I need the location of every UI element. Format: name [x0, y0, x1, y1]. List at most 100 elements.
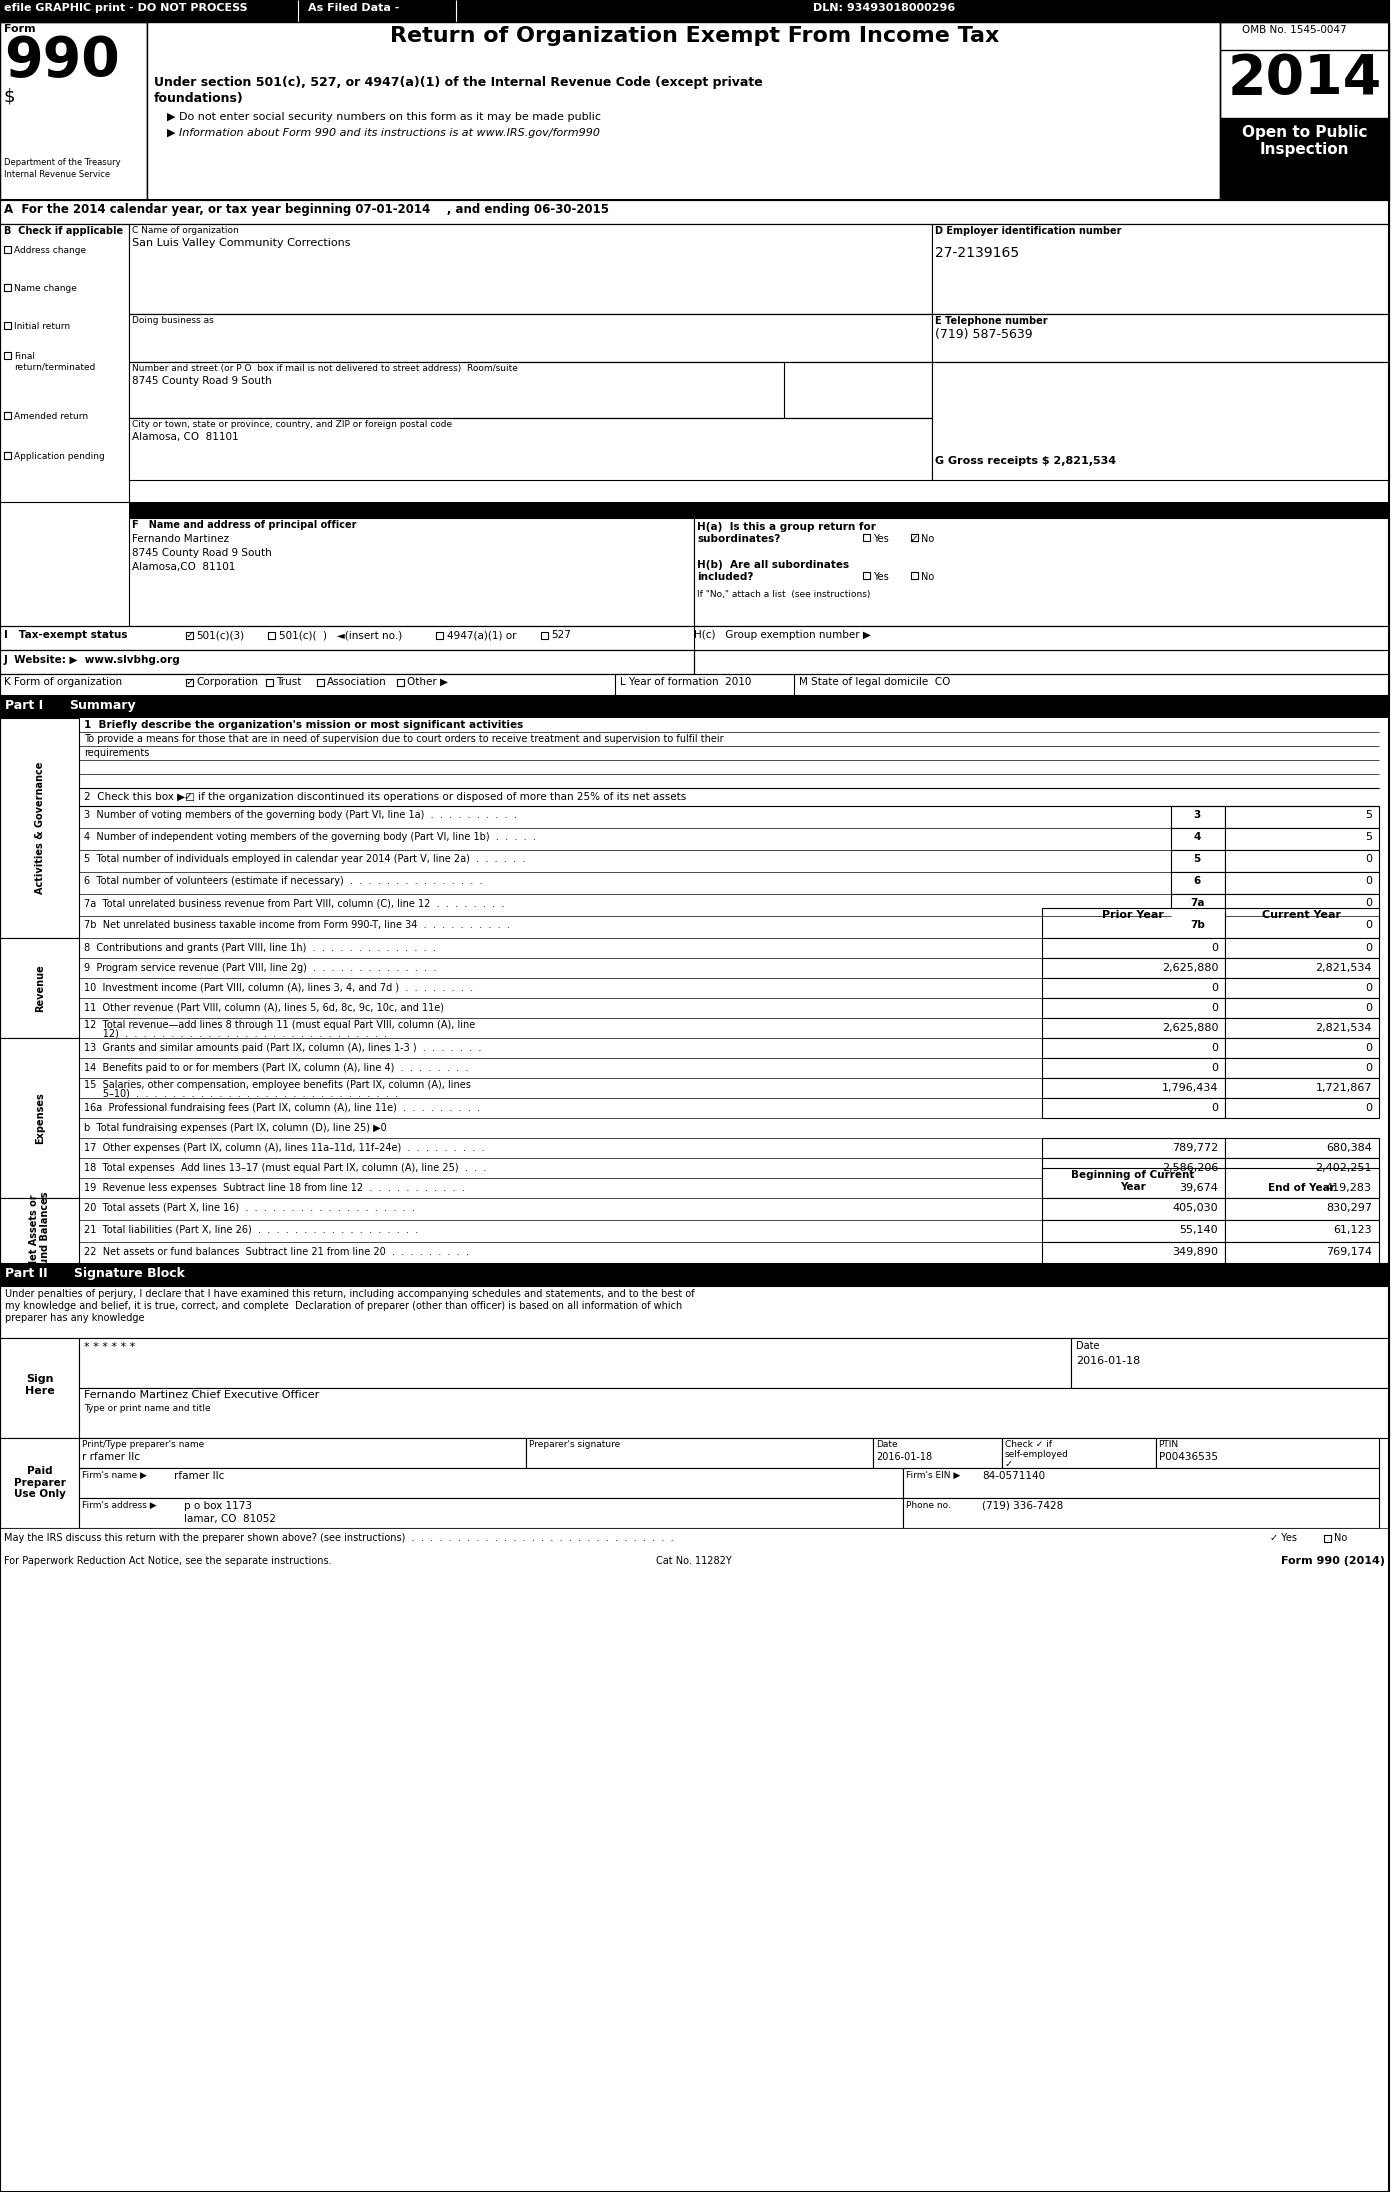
Text: For Paperwork Reduction Act Notice, see the separate instructions.: For Paperwork Reduction Act Notice, see …: [4, 1556, 332, 1565]
Text: 19  Revenue less expenses  Subtract line 18 from line 12  .  .  .  .  .  .  .  .: 19 Revenue less expenses Subtract line 1…: [84, 1184, 465, 1192]
Text: E Telephone number: E Telephone number: [935, 316, 1049, 327]
Text: 1  Briefly describe the organization's mission or most significant activities: 1 Briefly describe the organization's mi…: [84, 719, 524, 730]
Text: 6  Total number of volunteers (estimate if necessary)  .  .  .  .  .  .  .  .  .: 6 Total number of volunteers (estimate i…: [84, 877, 483, 886]
Bar: [129, 224, 932, 313]
Text: F   Name and address of principal officer: F Name and address of principal officer: [132, 520, 357, 530]
Text: foundations): foundations): [154, 92, 244, 105]
Text: P00436535: P00436535: [1159, 1451, 1218, 1462]
Text: 84-0571140: 84-0571140: [981, 1471, 1046, 1482]
Bar: [1042, 997, 1225, 1017]
Text: 55,140: 55,140: [1180, 1225, 1218, 1234]
Text: 2,821,534: 2,821,534: [1316, 1024, 1372, 1032]
Text: ✓: ✓: [1005, 1460, 1014, 1469]
Text: PTIN: PTIN: [1159, 1440, 1179, 1449]
Text: Net Assets or
Fund Balances: Net Assets or Fund Balances: [29, 1190, 50, 1271]
Text: 0: 0: [1211, 1063, 1218, 1074]
Bar: [0, 1199, 80, 1265]
Text: 18  Total expenses  Add lines 13–17 (must equal Part IX, column (A), line 25)  .: 18 Total expenses Add lines 13–17 (must …: [84, 1164, 487, 1173]
Text: 0: 0: [1365, 1043, 1372, 1052]
Bar: [1042, 1039, 1225, 1059]
Text: Corporation: Corporation: [196, 677, 259, 686]
Bar: [1042, 938, 1225, 958]
Bar: [932, 362, 1389, 480]
Text: 14  Benefits paid to or for members (Part IX, column (A), line 4)  .  .  .  .  .: 14 Benefits paid to or for members (Part…: [84, 1063, 469, 1074]
Bar: [1225, 916, 1379, 938]
Bar: [1042, 1078, 1225, 1098]
Text: May the IRS discuss this return with the preparer shown above? (see instructions: May the IRS discuss this return with the…: [4, 1532, 673, 1543]
Text: 680,384: 680,384: [1326, 1142, 1372, 1153]
Text: Amended return: Amended return: [14, 412, 88, 421]
Text: G Gross receipts $ 2,821,534: G Gross receipts $ 2,821,534: [935, 456, 1117, 467]
Bar: [129, 362, 932, 419]
Text: DLN: 93493018000296: DLN: 93493018000296: [813, 2, 956, 13]
Text: 9  Program service revenue (Part VIII, line 2g)  .  .  .  .  .  .  .  .  .  .  .: 9 Program service revenue (Part VIII, li…: [84, 962, 437, 973]
Text: 4947(a)(1) or: 4947(a)(1) or: [448, 629, 517, 640]
Bar: [540, 631, 547, 640]
Text: 21  Total liabilities (Part X, line 26)  .  .  .  .  .  .  .  .  .  .  .  .  .  : 21 Total liabilities (Part X, line 26) .…: [84, 1225, 419, 1234]
Bar: [0, 1265, 1389, 1287]
Text: As Filed Data -: As Filed Data -: [308, 2, 399, 13]
Text: San Luis Valley Community Corrections: San Luis Valley Community Corrections: [132, 239, 350, 248]
Text: 830,297: 830,297: [1326, 1203, 1372, 1212]
Text: $: $: [4, 88, 15, 105]
Text: 0: 0: [1211, 982, 1218, 993]
Text: 769,174: 769,174: [1326, 1247, 1372, 1256]
Bar: [1042, 1168, 1225, 1199]
Bar: [1225, 1017, 1379, 1039]
Bar: [874, 1438, 1002, 1469]
Text: 419,283: 419,283: [1326, 1184, 1372, 1192]
Text: 1,721,867: 1,721,867: [1316, 1083, 1372, 1094]
Bar: [862, 535, 869, 541]
Text: 6: 6: [1194, 877, 1201, 886]
Text: 8745 County Road 9 South: 8745 County Road 9 South: [132, 548, 272, 559]
Bar: [186, 631, 193, 640]
Bar: [4, 285, 11, 292]
Text: p o box 1173: p o box 1173: [183, 1502, 252, 1510]
Text: preparer has any knowledge: preparer has any knowledge: [6, 1313, 144, 1324]
Bar: [80, 732, 1379, 745]
Text: 22  Net assets or fund balances  Subtract line 21 from line 20  .  .  .  .  .  .: 22 Net assets or fund balances Subtract …: [84, 1247, 469, 1256]
Text: H(a)  Is this a group return for: H(a) Is this a group return for: [697, 522, 876, 533]
Text: Part I: Part I: [6, 699, 43, 712]
Bar: [0, 938, 80, 1039]
Bar: [1225, 1168, 1379, 1199]
Text: Revenue: Revenue: [35, 964, 45, 1013]
Text: 13  Grants and similar amounts paid (Part IX, column (A), lines 1-3 )  .  .  .  : 13 Grants and similar amounts paid (Part…: [84, 1043, 482, 1052]
Bar: [526, 1438, 874, 1469]
Bar: [910, 572, 917, 579]
Text: * * * * * *: * * * * * *: [84, 1342, 136, 1352]
Text: Alamosa,CO  81101: Alamosa,CO 81101: [132, 561, 235, 572]
Text: 39,674: 39,674: [1179, 1184, 1218, 1192]
Text: 5–10)  .  .  .  .  .  .  .  .  .  .  .  .  .  .  .  .  .  .  .  .  .  .  .  .  .: 5–10) . . . . . . . . . . . . . . . . . …: [84, 1089, 399, 1098]
Text: If "No," attach a list  (see instructions): If "No," attach a list (see instructions…: [697, 590, 871, 598]
Text: To provide a means for those that are in need of supervision due to court orders: To provide a means for those that are in…: [84, 734, 724, 743]
Text: 10  Investment income (Part VIII, column (A), lines 3, 4, and 7d )  .  .  .  .  : 10 Investment income (Part VIII, column …: [84, 982, 473, 993]
Bar: [1042, 1157, 1225, 1177]
Text: 501(c)(  )   ◄(insert no.): 501(c)( ) ◄(insert no.): [279, 629, 402, 640]
Bar: [0, 627, 1389, 651]
Text: Department of the Treasury: Department of the Treasury: [4, 158, 120, 167]
Text: 501(c)(3): 501(c)(3): [196, 629, 245, 640]
Bar: [1221, 118, 1389, 199]
Text: (719) 587-5639: (719) 587-5639: [935, 329, 1033, 342]
Text: 1,796,434: 1,796,434: [1162, 1083, 1218, 1094]
Text: ✓: ✓: [183, 791, 192, 802]
Bar: [0, 199, 1389, 224]
Bar: [1225, 1243, 1379, 1265]
Text: OMB No. 1545-0047: OMB No. 1545-0047: [1242, 24, 1347, 35]
Text: Beginning of Current
Year: Beginning of Current Year: [1071, 1171, 1194, 1192]
Text: 0: 0: [1211, 1043, 1218, 1052]
Text: 2016-01-18: 2016-01-18: [1077, 1357, 1141, 1366]
Bar: [0, 1039, 80, 1199]
Text: C Name of organization: C Name of organization: [132, 226, 238, 235]
Text: 2,821,534: 2,821,534: [1316, 962, 1372, 973]
Bar: [1324, 1534, 1331, 1541]
Bar: [80, 1337, 1071, 1388]
Text: Other ▶: Other ▶: [407, 677, 448, 686]
Text: Application pending: Application pending: [14, 452, 105, 460]
Bar: [186, 680, 193, 686]
Bar: [1042, 978, 1225, 997]
Bar: [903, 1497, 1379, 1528]
Text: 2,402,251: 2,402,251: [1316, 1164, 1372, 1173]
Bar: [1042, 1243, 1225, 1265]
